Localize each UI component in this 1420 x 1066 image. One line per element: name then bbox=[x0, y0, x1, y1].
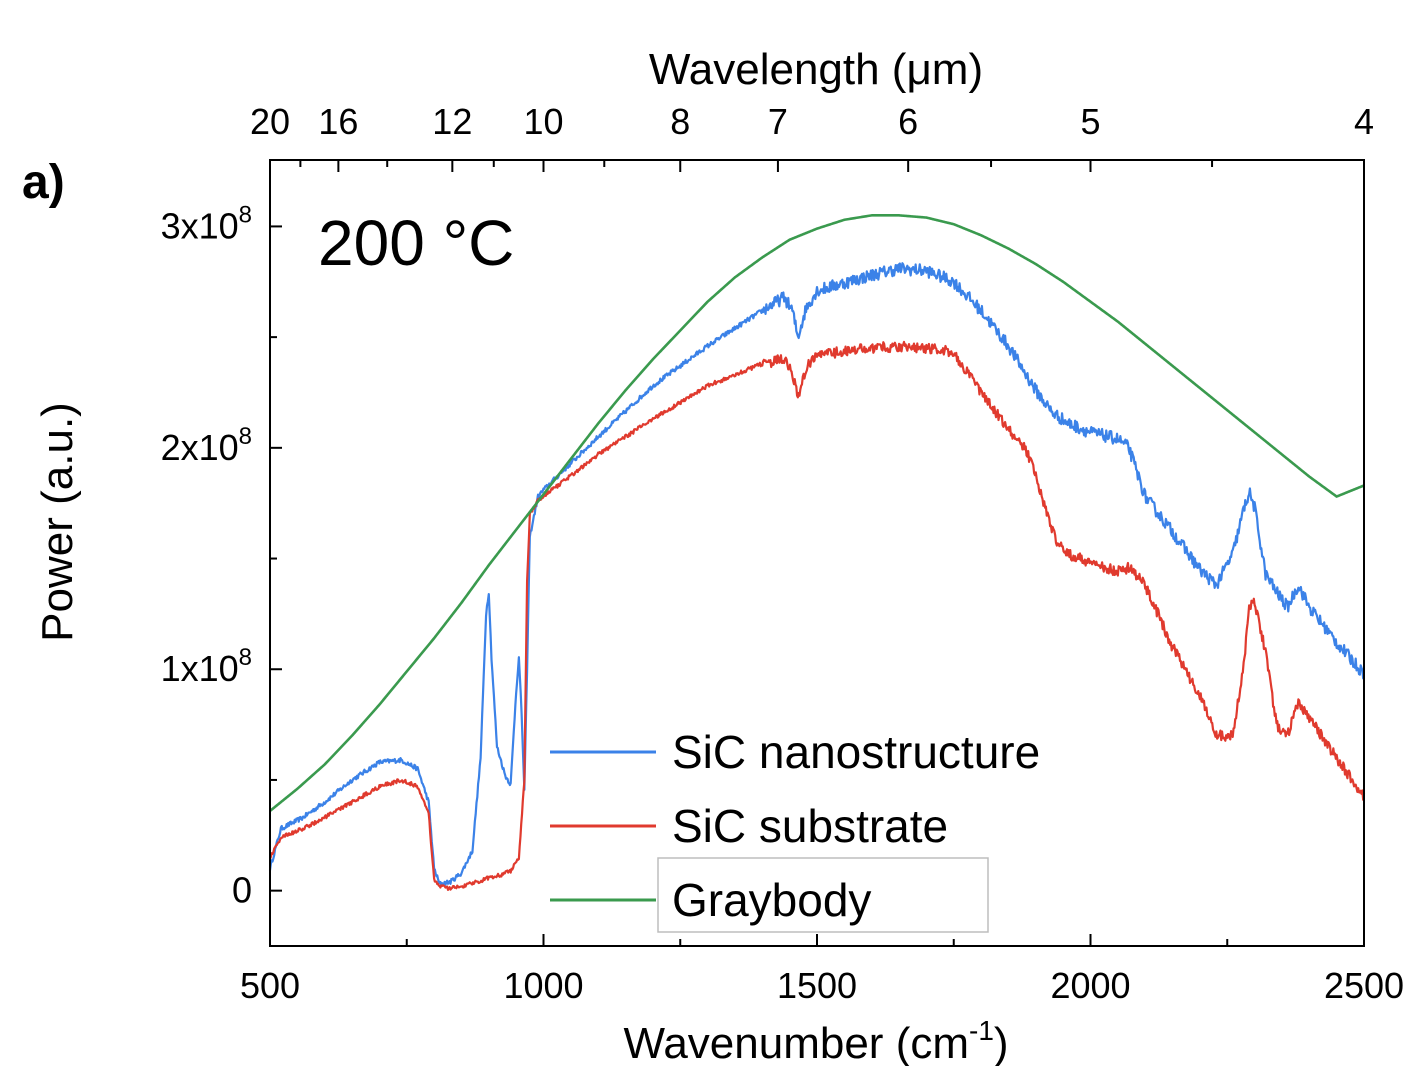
legend: SiC nanostructure SiC substrate Graybody bbox=[550, 726, 1040, 933]
y-axis-title: Power (a.u.) bbox=[33, 402, 82, 642]
legend-box bbox=[657, 857, 989, 933]
x-tick-label: 1000 bbox=[503, 965, 583, 1006]
series-layer bbox=[268, 214, 1366, 891]
legend-label-1: SiC substrate bbox=[672, 800, 948, 852]
x2-tick-label: 5 bbox=[1080, 101, 1100, 142]
x-tick-label: 1500 bbox=[777, 965, 857, 1006]
series-line-1 bbox=[268, 340, 1366, 891]
x-tick-label: 2500 bbox=[1324, 965, 1404, 1006]
x-axis-title-end: ) bbox=[994, 1019, 1009, 1066]
y-tick-label: 2x108 bbox=[161, 423, 252, 468]
x2-tick-label: 4 bbox=[1354, 101, 1374, 142]
y-tick-label: 3x108 bbox=[161, 201, 252, 246]
ticks-layer: 500 1000 1500 2000 2500 0 1x108 2x108 3x108 20 16 1… bbox=[161, 101, 1404, 1006]
legend-label-2: Graybody bbox=[672, 874, 871, 926]
x-tick-label: 500 bbox=[240, 965, 300, 1006]
temperature-annotation: 200 °C bbox=[318, 207, 514, 279]
x-axis-title: Wavenumber (cm-1) bbox=[623, 1015, 1008, 1066]
x2-tick-label: 7 bbox=[768, 101, 788, 142]
x2-tick-label: 6 bbox=[898, 101, 918, 142]
y-tick-label: 0 bbox=[232, 870, 252, 911]
x-tick-label: 2000 bbox=[1050, 965, 1130, 1006]
x2-axis-title: Wavelength (μm) bbox=[649, 45, 983, 94]
x2-tick-label: 20 bbox=[250, 101, 290, 142]
series-line-0 bbox=[268, 262, 1365, 887]
x2-tick-label: 16 bbox=[318, 101, 358, 142]
y-tick-label: 1x108 bbox=[161, 644, 252, 689]
x2-tick-label: 8 bbox=[670, 101, 690, 142]
series-line-2 bbox=[269, 214, 1365, 812]
panel-label: a) bbox=[22, 156, 65, 209]
x-axis-title-main: Wavenumber (cm bbox=[623, 1019, 969, 1066]
x2-tick-label: 12 bbox=[432, 101, 472, 142]
legend-label-0: SiC nanostructure bbox=[672, 726, 1040, 778]
x-axis-title-sup: -1 bbox=[969, 1015, 994, 1046]
x2-tick-label: 10 bbox=[523, 101, 563, 142]
